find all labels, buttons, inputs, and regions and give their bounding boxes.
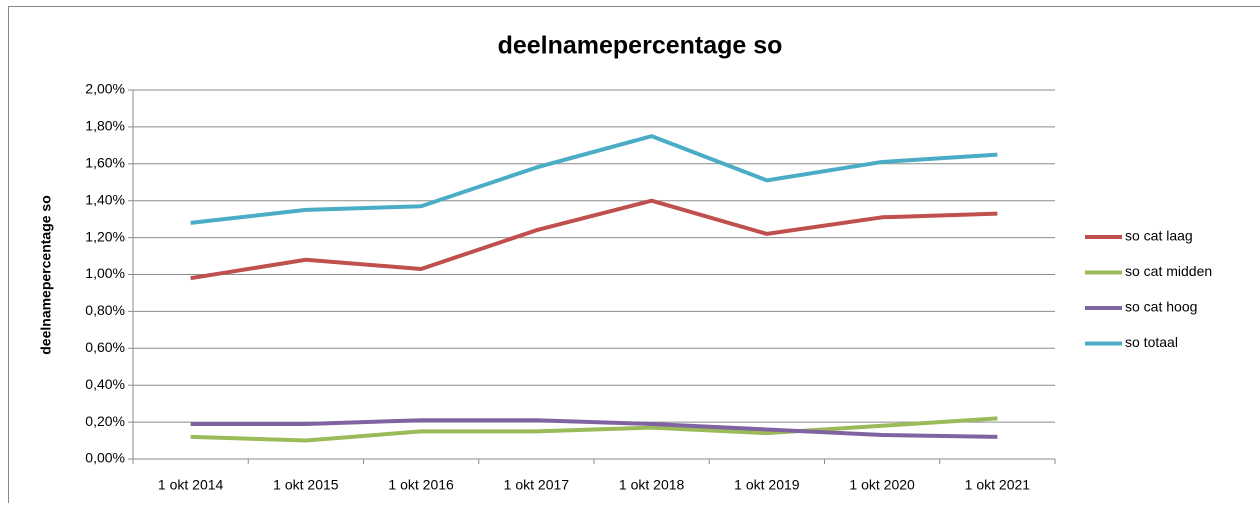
y-tick-label: 2,00% bbox=[85, 81, 125, 97]
x-tick-label: 1 okt 2019 bbox=[734, 477, 800, 493]
x-tick-label: 1 okt 2014 bbox=[158, 477, 224, 493]
x-tick-label: 1 okt 2018 bbox=[619, 477, 685, 493]
y-tick-label: 1,80% bbox=[85, 118, 125, 134]
chart-title: deelnamepercentage so bbox=[498, 32, 783, 60]
y-tick-label: 0,00% bbox=[85, 450, 125, 466]
x-tick-label: 1 okt 2017 bbox=[504, 477, 570, 493]
x-tick-label: 1 okt 2015 bbox=[273, 477, 339, 493]
y-tick-label: 0,20% bbox=[85, 413, 125, 429]
legend-label: so cat midden bbox=[1125, 263, 1212, 279]
y-tick-label: 0,40% bbox=[85, 376, 125, 392]
x-tick-label: 1 okt 2020 bbox=[849, 477, 915, 493]
x-tick-label: 1 okt 2021 bbox=[965, 477, 1031, 493]
legend-label: so cat hoog bbox=[1125, 299, 1197, 315]
legend-label: so totaal bbox=[1125, 334, 1178, 350]
y-tick-label: 1,60% bbox=[85, 155, 125, 171]
y-tick-label: 1,40% bbox=[85, 191, 125, 207]
y-tick-label: 1,00% bbox=[85, 265, 125, 281]
x-tick-label: 1 okt 2016 bbox=[388, 477, 454, 493]
y-axis-label: deelnamepercentage so bbox=[38, 195, 54, 355]
y-tick-label: 0,60% bbox=[85, 339, 125, 355]
y-tick-label: 1,20% bbox=[85, 228, 125, 244]
y-tick-label: 0,80% bbox=[85, 302, 125, 318]
legend-label: so cat laag bbox=[1125, 228, 1193, 244]
